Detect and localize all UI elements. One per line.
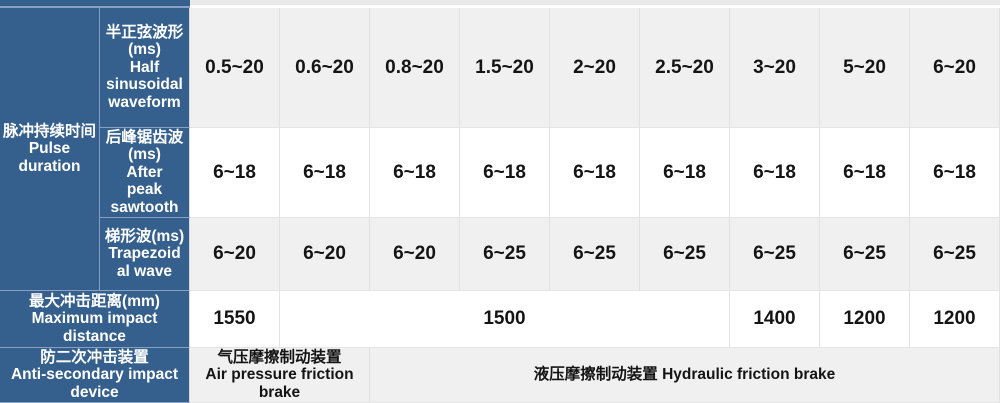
value-cell: 6~18 — [640, 128, 730, 218]
value-cell: 3~20 — [730, 8, 820, 128]
value-cell: 0.5~20 — [190, 8, 280, 128]
value-cell-max-distance: 1200 — [910, 291, 1000, 348]
value-cell: 6~18 — [190, 128, 280, 218]
value-cell-max-distance: 1200 — [820, 291, 910, 348]
value-cell: 6~25 — [640, 218, 730, 291]
value-cell: 6~20 — [190, 218, 280, 291]
row-group-header-pulse-duration: 脉冲持续时间 Pulse duration — [0, 8, 100, 291]
value-cell-max-distance: 1400 — [730, 291, 820, 348]
value-cell: 6~25 — [550, 218, 640, 291]
value-cell: 6~18 — [550, 128, 640, 218]
row-header-maximum-impact-distance: 最大冲击距离(mm) Maximum impact distance — [0, 291, 190, 348]
value-cell: 6~18 — [460, 128, 550, 218]
value-cell: 6~18 — [730, 128, 820, 218]
value-cell: 6~25 — [820, 218, 910, 291]
value-cell: 6~25 — [910, 218, 1000, 291]
value-cell-max-distance: 1550 — [190, 291, 280, 348]
value-cell: 6~18 — [820, 128, 910, 218]
value-cell: 1.5~20 — [460, 8, 550, 128]
table-top-edge-header — [0, 0, 190, 8]
value-cell: 6~18 — [370, 128, 460, 218]
row-header-after-peak-sawtooth: 后峰锯齿波 (ms) After peak sawtooth — [100, 128, 190, 218]
value-cell: 6~25 — [730, 218, 820, 291]
value-cell: 6~20 — [370, 218, 460, 291]
value-cell: 6~18 — [910, 128, 1000, 218]
value-cell-hydraulic-brake: 液压摩擦制动装置 Hydraulic friction brake — [370, 348, 1000, 403]
value-cell: 6~20 — [280, 218, 370, 291]
row-header-half-sinusoidal-waveform: 半正弦波形 (ms) Half sinusoidal waveform — [100, 8, 190, 128]
value-cell: 6~25 — [460, 218, 550, 291]
value-cell-max-distance-merged: 1500 — [280, 291, 730, 348]
value-cell: 0.8~20 — [370, 8, 460, 128]
value-cell-air-pressure-brake: 气压摩擦制动装置 Air pressure friction brake — [190, 348, 370, 403]
value-cell: 6~20 — [910, 8, 1000, 128]
value-cell: 2.5~20 — [640, 8, 730, 128]
value-cell: 5~20 — [820, 8, 910, 128]
value-cell: 2~20 — [550, 8, 640, 128]
value-cell: 6~18 — [280, 128, 370, 218]
table-top-edge-data — [190, 0, 1000, 8]
row-header-trapezoidal-wave: 梯形波(ms) Trapezoid al wave — [100, 218, 190, 291]
value-cell: 0.6~20 — [280, 8, 370, 128]
row-header-anti-secondary-impact-device: 防二次冲击装置 Anti-secondary impact device — [0, 348, 190, 403]
